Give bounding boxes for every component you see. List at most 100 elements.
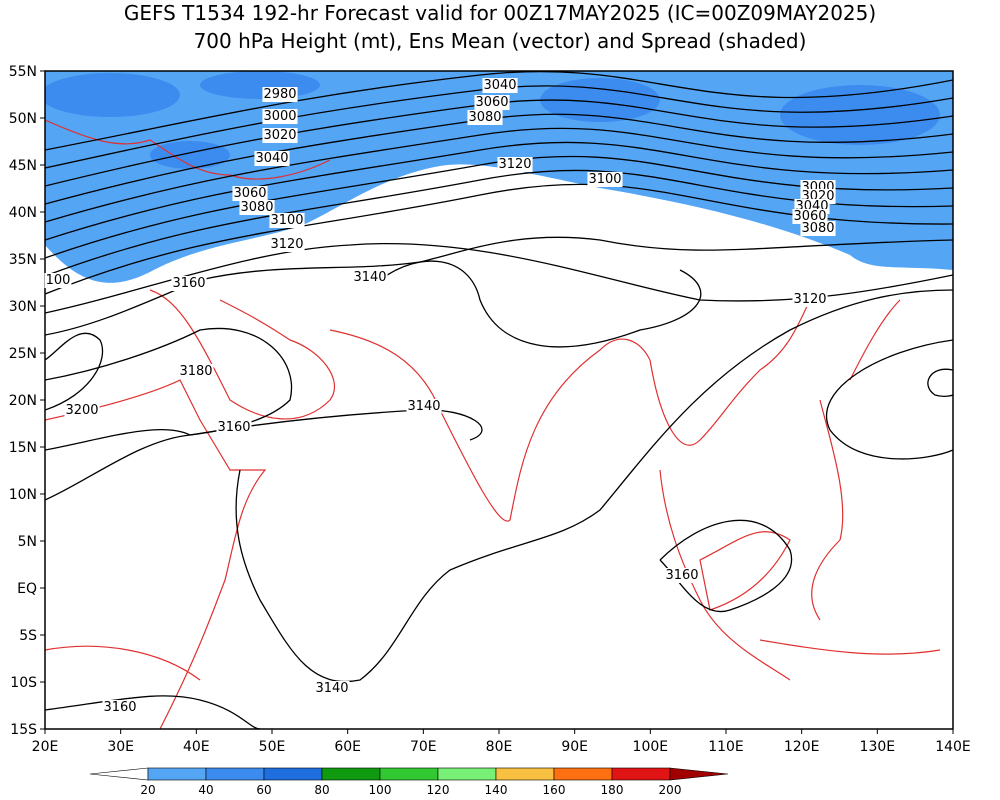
jet-contour: [45, 85, 953, 169]
contour-label: 3080: [240, 200, 273, 215]
contour-label: 3120: [793, 292, 826, 307]
lat-label: 15N: [9, 440, 37, 456]
contour-label-bg: [262, 87, 298, 102]
lat-label: 20N: [9, 393, 37, 409]
lat-label: 45N: [9, 158, 37, 174]
jet-contour: [45, 71, 953, 151]
contour-label: 3100: [270, 213, 303, 228]
jet-contour: [45, 155, 953, 259]
contour-label: 3160: [665, 568, 698, 583]
lon-label: 60E: [334, 739, 361, 755]
colorbar-label: 180: [601, 783, 624, 797]
lon-label: 20E: [32, 739, 59, 755]
contour-label: 2980: [263, 87, 296, 102]
colorbar-end: [89, 767, 149, 781]
lat-label: 10N: [9, 487, 37, 503]
contour-label-bg: [406, 399, 442, 414]
contour-label: 3140: [407, 399, 440, 414]
contour-label: 3060: [475, 95, 508, 110]
contour-label-bg: [497, 157, 533, 172]
contour-label: 3160: [217, 420, 250, 435]
contour-label-bg: [269, 213, 305, 228]
contour-label-bg: [44, 273, 72, 288]
coastlines: [45, 119, 941, 729]
contour-label: 3080: [801, 221, 834, 236]
contour-label-bg: [792, 209, 828, 224]
contour-label-bg: [262, 109, 298, 124]
colorbar-box: [205, 767, 265, 781]
contour-label-bg: [178, 364, 214, 379]
contour-label-bg: [587, 172, 623, 187]
title-line: GEFS T1534 192-hr Forecast valid for 00Z…: [124, 1, 876, 25]
contour-label-bg: [262, 128, 298, 143]
contour-label: 3080: [468, 110, 501, 125]
lat-label: EQ: [17, 581, 37, 597]
contour-label: 3180: [179, 364, 212, 379]
contour-label-bg: [467, 110, 503, 125]
colorbar-label: 200: [659, 783, 682, 797]
colorbar-label: 120: [427, 783, 450, 797]
colorbar-label: 140: [485, 783, 508, 797]
colorbar-label: 80: [314, 783, 329, 797]
colorbar-box: [321, 767, 381, 781]
contour-label: 3000: [263, 109, 296, 124]
colorbar-box: [379, 767, 439, 781]
lon-label: 50E: [259, 739, 286, 755]
lon-label: 120E: [784, 739, 820, 755]
contour-label-bg: [269, 237, 305, 252]
colorbar-label: 100: [369, 783, 392, 797]
lat-label: 55N: [9, 64, 37, 80]
lon-label: 40E: [183, 739, 210, 755]
contour-label-bg: [216, 420, 252, 435]
contour-label-bg: [474, 95, 510, 110]
jet-contour: [45, 141, 953, 241]
map-area: [45, 71, 953, 729]
spread-shading-dark: [45, 71, 940, 169]
contour-label-bg: [64, 403, 100, 418]
contour-label-bg: [239, 200, 275, 215]
lon-label: 70E: [410, 739, 437, 755]
jet-contour: [45, 183, 953, 295]
labels: 55N 50N 45N 40N 35N 30N 25N 20N 15N 10N 5N EQ 5S 10S 1…: [9, 64, 971, 797]
colorbar-end: [669, 767, 729, 781]
colorbar-box: [437, 767, 497, 781]
colorbar-box: [495, 767, 555, 781]
colorbar-label: 40: [198, 783, 213, 797]
contour-label: 3100: [588, 172, 621, 187]
contour-label-bg: [102, 700, 138, 715]
colorbar-label: 20: [140, 783, 155, 797]
contour-label-bg: [254, 151, 290, 166]
lon-label: 140E: [935, 739, 971, 755]
contour-label: 3140: [353, 270, 386, 285]
lon-label: 130E: [860, 739, 896, 755]
contour-label-bg: [232, 186, 268, 201]
lon-label: 110E: [708, 739, 744, 755]
lat-label: 40N: [9, 205, 37, 221]
lat-label: 30N: [9, 299, 37, 315]
contour-label: 3060: [793, 209, 826, 224]
contour-label-bg: [171, 276, 207, 291]
colorbar-box: [263, 767, 323, 781]
contour-label: 3200: [65, 403, 98, 418]
colorbar-label: 60: [256, 783, 271, 797]
contour-label: 3020: [263, 128, 296, 143]
lat-label: 50N: [9, 111, 37, 127]
subtitle-line: 700 hPa Height (mt), Ens Mean (vector) a…: [194, 29, 807, 53]
contour-label: 3040: [255, 151, 288, 166]
contour-label: 3120: [498, 157, 531, 172]
contour-label-bg: [664, 568, 700, 583]
colorbar-box: [147, 767, 207, 781]
colorbar-box: [611, 767, 671, 781]
contour-label-bg: [792, 292, 828, 307]
contour-label: 3120: [270, 237, 303, 252]
lon-label: 80E: [486, 739, 513, 755]
lat-label: 35N: [9, 252, 37, 268]
lon-label: 100E: [633, 739, 669, 755]
contour-label: 3060: [233, 186, 266, 201]
contour-label-bg: [314, 681, 350, 696]
height-contours: [45, 236, 953, 729]
contour-label-bg: [482, 78, 518, 93]
lat-label: 5S: [19, 628, 37, 644]
contour-label: 3160: [103, 700, 136, 715]
